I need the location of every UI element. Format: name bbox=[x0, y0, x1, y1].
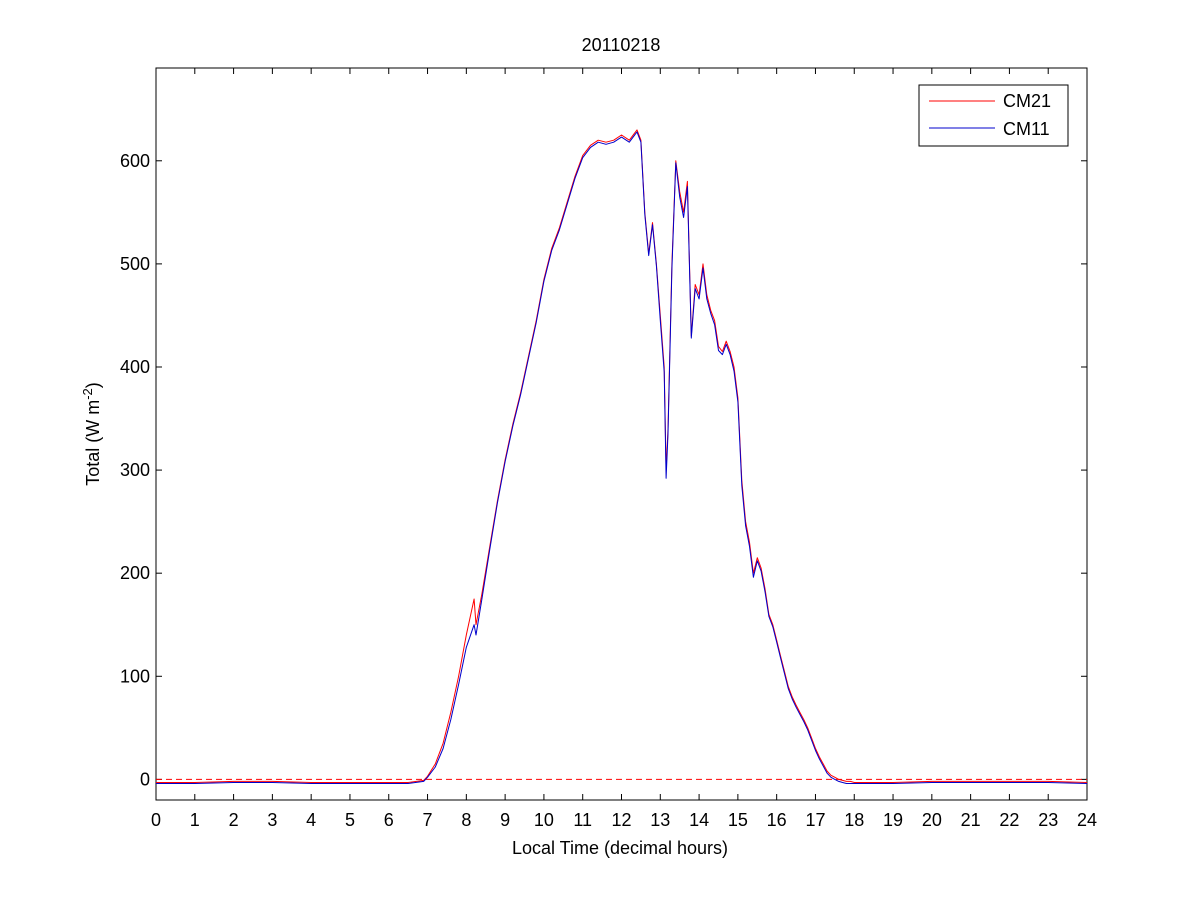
x-tick-label: 23 bbox=[1038, 810, 1058, 830]
ticks-group: 0 1 2 3 4 5 6 7 8 9 10 11 12 13 14 15 16 17 18 19 20 21 22 23 24… bbox=[120, 68, 1097, 830]
x-tick-label: 10 bbox=[534, 810, 554, 830]
x-tick-label: 7 bbox=[423, 810, 433, 830]
x-tick-label: 14 bbox=[689, 810, 709, 830]
x-axis-label: Local Time (decimal hours) bbox=[512, 838, 728, 858]
x-tick-label: 5 bbox=[345, 810, 355, 830]
series-layer bbox=[156, 129, 1088, 784]
y-tick-label: 500 bbox=[120, 254, 150, 274]
x-tick-label: 18 bbox=[844, 810, 864, 830]
y-axis-label-end: ) bbox=[83, 382, 103, 388]
x-tick-label: 15 bbox=[728, 810, 748, 830]
y-axis-label-main: Total (W m bbox=[83, 400, 103, 486]
x-tick-label: 6 bbox=[384, 810, 394, 830]
x-tick-label: 11 bbox=[573, 810, 592, 830]
x-tick-label: 13 bbox=[650, 810, 670, 830]
y-tick-label: 300 bbox=[120, 460, 150, 480]
y-tick-label: 200 bbox=[120, 563, 150, 583]
x-tick-label: 24 bbox=[1077, 810, 1097, 830]
legend-box bbox=[918, 84, 1069, 147]
x-tick-label: 3 bbox=[267, 810, 277, 830]
legend-label-cm11: CM11 bbox=[1003, 119, 1050, 139]
x-tick-label: 0 bbox=[151, 810, 161, 830]
x-tick-label: 17 bbox=[805, 810, 825, 830]
x-tick-label: 12 bbox=[611, 810, 631, 830]
x-tick-label: 22 bbox=[999, 810, 1019, 830]
legend-label-cm21: CM21 bbox=[1003, 91, 1051, 111]
y-axis-label-superscript: -2 bbox=[80, 388, 95, 400]
x-tick-label: 8 bbox=[461, 810, 471, 830]
x-tick-label: 19 bbox=[883, 810, 903, 830]
chart-title: 20110218 bbox=[582, 35, 661, 55]
plot-area: 0 1 2 3 4 5 6 7 8 9 10 11 12 13 14 15 16 17 18 19 20 21 22 23 24… bbox=[120, 67, 1097, 830]
x-tick-label: 1 bbox=[190, 810, 200, 830]
x-tick-label: 9 bbox=[500, 810, 510, 830]
x-tick-label: 20 bbox=[922, 810, 942, 830]
y-axis-label: Total (W m-2) bbox=[80, 382, 103, 486]
y-tick-label: 100 bbox=[120, 666, 150, 686]
y-tick-label: 400 bbox=[120, 357, 150, 377]
legend: CM21 CM11 bbox=[918, 84, 1069, 147]
series-line-cm11 bbox=[156, 131, 1088, 784]
y-tick-label: 600 bbox=[120, 151, 150, 171]
x-tick-label: 2 bbox=[229, 810, 239, 830]
series-line-cm21 bbox=[156, 129, 1088, 783]
x-tick-label: 16 bbox=[767, 810, 787, 830]
y-tick-label: 0 bbox=[140, 769, 150, 789]
x-tick-label: 21 bbox=[961, 810, 981, 830]
x-tick-label: 4 bbox=[306, 810, 316, 830]
